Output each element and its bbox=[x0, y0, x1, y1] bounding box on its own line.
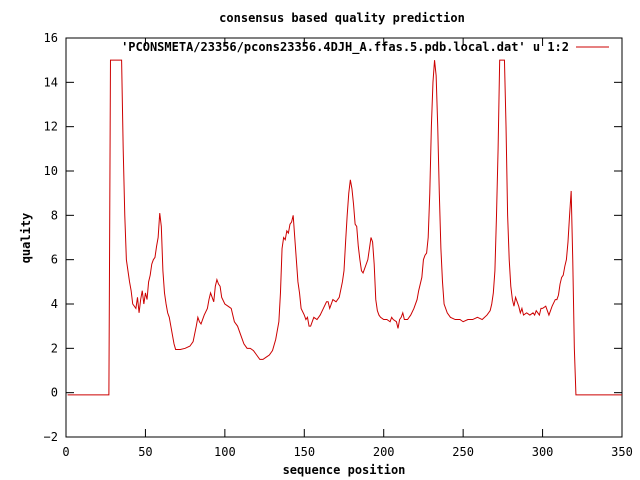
y-tick-label: 6 bbox=[51, 253, 58, 267]
y-tick-label: 14 bbox=[44, 75, 58, 89]
y-tick-label: 10 bbox=[44, 164, 58, 178]
x-axis-label: sequence position bbox=[283, 463, 406, 477]
x-axis-ticks: 0 50 100 150 200 250 300 350 bbox=[62, 38, 633, 459]
y-axis-ticks: −2 0 2 4 6 8 10 12 14 16 bbox=[44, 31, 622, 444]
x-tick-label: 0 bbox=[62, 445, 69, 459]
chart-title: consensus based quality prediction bbox=[219, 11, 465, 25]
y-axis-label: quality bbox=[19, 213, 33, 264]
legend-label: 'PCONSMETA/23356/pcons23356.4DJH_A.ffas.… bbox=[121, 40, 569, 55]
y-tick-label: 12 bbox=[44, 120, 58, 134]
x-tick-label: 50 bbox=[138, 445, 152, 459]
y-tick-label: 8 bbox=[51, 208, 58, 222]
x-tick-label: 300 bbox=[532, 445, 554, 459]
y-tick-label: −2 bbox=[44, 430, 58, 444]
x-tick-label: 100 bbox=[214, 445, 236, 459]
y-tick-label: 0 bbox=[51, 386, 58, 400]
x-tick-label: 250 bbox=[452, 445, 474, 459]
y-tick-label: 4 bbox=[51, 297, 58, 311]
x-tick-label: 200 bbox=[373, 445, 395, 459]
series-line bbox=[67, 59, 622, 396]
y-tick-label: 16 bbox=[44, 31, 58, 45]
plot-frame bbox=[65, 37, 623, 438]
x-tick-label: 150 bbox=[293, 445, 315, 459]
x-tick-label: 350 bbox=[611, 445, 633, 459]
y-tick-label: 2 bbox=[51, 341, 58, 355]
